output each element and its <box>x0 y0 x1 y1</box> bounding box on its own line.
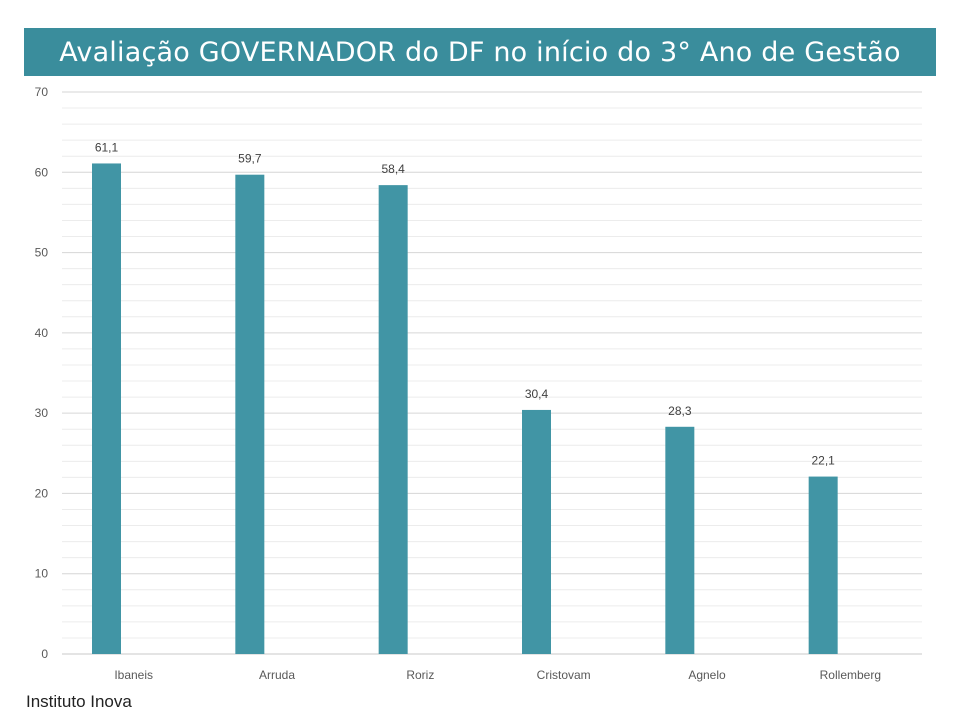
bar-ibaneis <box>92 163 121 654</box>
major-gridlines <box>62 91 922 655</box>
bar-rollemberg <box>808 476 838 654</box>
x-tick-label: Agnelo <box>688 668 726 682</box>
data-label: 61,1 <box>95 140 119 154</box>
source-label: Instituto Inova <box>26 692 132 711</box>
data-label: 30,4 <box>525 387 549 401</box>
y-tick-label: 60 <box>35 165 49 179</box>
data-label: 58,4 <box>381 162 405 176</box>
y-tick-label: 10 <box>35 567 49 581</box>
y-tick-label: 30 <box>35 406 49 420</box>
x-tick-label: Ibaneis <box>114 668 153 682</box>
y-axis-tick-labels: 0 10 20 30 40 50 60 70 <box>35 85 49 661</box>
x-tick-label: Cristovam <box>537 668 591 682</box>
x-tick-label: Arruda <box>259 668 295 682</box>
bar-agnelo <box>665 426 695 654</box>
chart-title-bar: Avaliação GOVERNADOR do DF no início do … <box>24 28 936 76</box>
y-tick-label: 20 <box>35 486 49 500</box>
minor-gridlines <box>62 107 922 639</box>
bar-arruda <box>235 174 265 655</box>
bars <box>92 163 838 655</box>
chart-title: Avaliação GOVERNADOR do DF no início do … <box>59 36 901 68</box>
bar-roriz <box>378 185 408 655</box>
y-tick-label: 70 <box>35 85 49 99</box>
x-axis-tick-labels: Ibaneis Arruda Roriz Cristovam Agnelo Rollemb… <box>114 668 881 682</box>
bar-cristovam <box>522 409 551 654</box>
data-label: 28,3 <box>668 404 692 418</box>
data-label: 22,1 <box>811 454 835 468</box>
data-labels: 61,1 59,7 58,4 30,4 28,3 22,1 <box>95 140 835 467</box>
x-tick-label: Roriz <box>406 668 434 682</box>
data-label: 59,7 <box>238 152 262 166</box>
y-tick-label: 50 <box>35 246 49 260</box>
bar-chart: 0 10 20 30 40 50 60 70 61,1 59,7 58,4 30,4 28,3 22,1… <box>35 85 922 682</box>
x-tick-label: Rollemberg <box>820 668 881 682</box>
y-tick-label: 0 <box>41 647 48 661</box>
y-tick-label: 40 <box>35 326 49 340</box>
